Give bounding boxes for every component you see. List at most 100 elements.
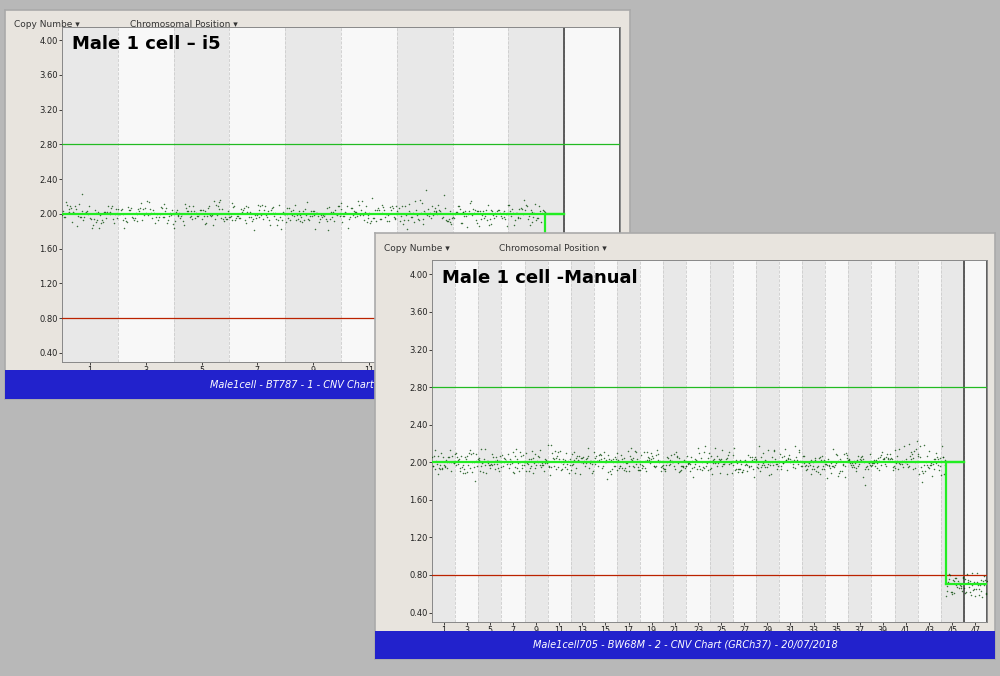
Point (479, 215, 495, 226)
Point (565, 326, 581, 337)
Point (489, 206, 505, 217)
Point (512, 457, 528, 468)
Point (803, 469, 819, 480)
Point (445, 457, 461, 468)
Point (280, 212, 296, 223)
Point (522, 219, 538, 230)
Point (862, 449, 878, 460)
Point (885, 465, 901, 476)
Point (298, 210, 314, 220)
Point (845, 460, 861, 470)
Point (314, 212, 330, 222)
Point (341, 214, 357, 225)
Point (976, 571, 992, 581)
Point (554, 322, 570, 333)
Point (451, 201, 467, 212)
Point (620, 446, 636, 457)
Point (531, 201, 547, 212)
Point (744, 455, 760, 466)
Point (185, 201, 201, 212)
Point (288, 215, 304, 226)
Point (234, 207, 250, 218)
Point (630, 464, 646, 475)
Point (495, 461, 511, 472)
Point (458, 210, 474, 221)
Point (436, 189, 452, 200)
Point (655, 459, 671, 470)
Point (905, 452, 921, 463)
Point (853, 452, 869, 463)
Point (380, 210, 396, 220)
Point (124, 212, 140, 222)
Point (242, 207, 258, 218)
Point (696, 463, 712, 474)
Point (441, 457, 457, 468)
Point (563, 464, 579, 475)
Point (493, 462, 509, 473)
Point (304, 211, 320, 222)
Point (638, 466, 654, 477)
Point (378, 209, 394, 220)
Point (553, 457, 569, 468)
Point (156, 212, 172, 222)
Point (559, 459, 575, 470)
Point (877, 458, 893, 469)
Point (139, 195, 155, 206)
Point (958, 587, 974, 598)
Point (835, 459, 851, 470)
Point (676, 455, 692, 466)
Point (512, 446, 528, 457)
Point (673, 464, 689, 475)
Point (700, 453, 716, 464)
Point (379, 216, 395, 226)
Point (247, 210, 263, 220)
Point (277, 208, 293, 219)
Point (273, 223, 289, 234)
Point (938, 591, 954, 602)
Point (953, 583, 969, 594)
Point (264, 202, 280, 213)
Point (587, 459, 603, 470)
Point (245, 214, 261, 224)
Point (69, 220, 85, 231)
Point (269, 219, 285, 230)
Point (802, 460, 818, 470)
Point (812, 468, 828, 479)
Point (562, 453, 578, 464)
Point (448, 448, 464, 458)
Point (552, 320, 568, 331)
Point (823, 468, 839, 479)
Point (844, 458, 860, 468)
Point (929, 451, 945, 462)
Point (215, 214, 231, 224)
Point (572, 325, 588, 336)
Point (360, 213, 376, 224)
Point (449, 207, 465, 218)
Point (931, 464, 947, 475)
Point (144, 213, 160, 224)
Point (291, 206, 307, 217)
Point (509, 462, 525, 473)
Point (970, 579, 986, 590)
Point (533, 461, 549, 472)
Point (550, 447, 566, 458)
Point (494, 213, 510, 224)
Point (258, 210, 274, 221)
Point (751, 441, 767, 452)
Point (528, 460, 544, 470)
Point (321, 201, 337, 212)
Point (491, 456, 507, 466)
Bar (455, 260, 478, 622)
Point (901, 439, 917, 450)
Point (96, 207, 112, 218)
Point (680, 458, 696, 468)
Point (318, 214, 334, 225)
Point (183, 206, 199, 216)
Point (145, 205, 161, 216)
Point (261, 214, 277, 225)
Point (887, 463, 903, 474)
Point (441, 452, 457, 462)
Point (616, 464, 632, 475)
Point (719, 468, 735, 479)
Point (855, 472, 871, 483)
